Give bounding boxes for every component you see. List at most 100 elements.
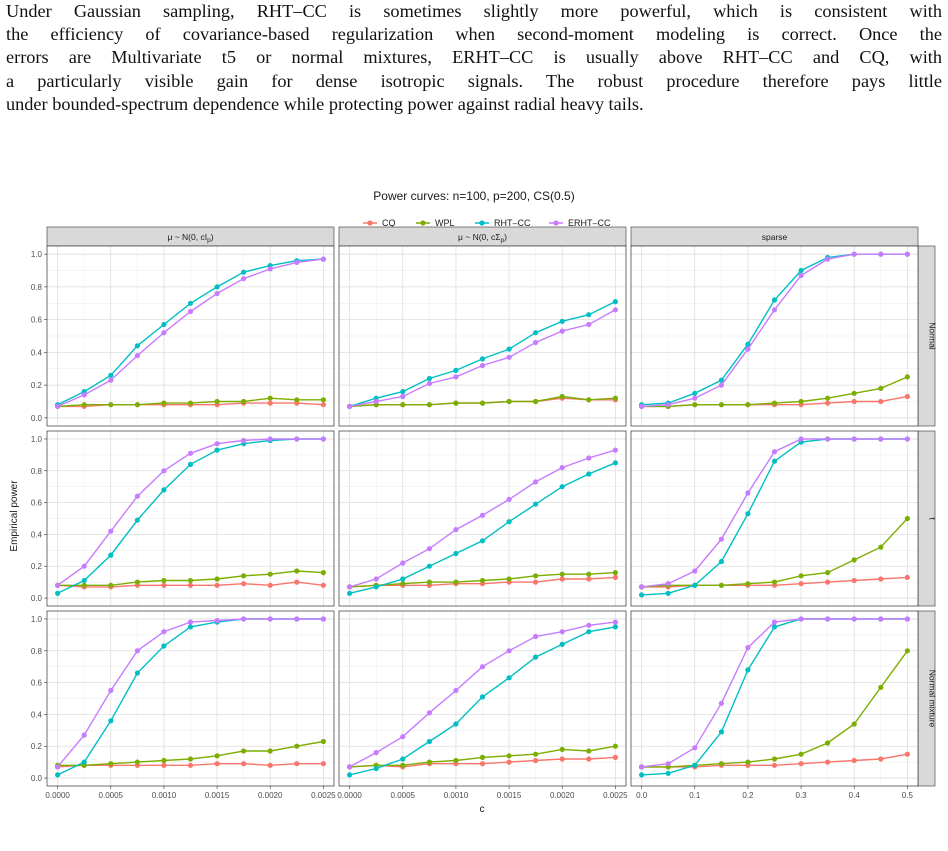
facet-panel <box>46 430 335 607</box>
data-point <box>506 354 512 360</box>
x-tick-label: 0.0005 <box>99 791 124 800</box>
data-point <box>214 441 220 447</box>
data-point <box>108 582 114 588</box>
data-point <box>347 772 353 778</box>
data-point <box>586 321 592 328</box>
data-point <box>479 694 486 700</box>
data-point <box>400 389 406 395</box>
facet-strip-label: t <box>928 517 938 520</box>
data-point <box>479 577 486 584</box>
y-tick-label: 0.6 <box>31 316 43 325</box>
chart-title: Power curves: n=100, p=200, CS(0.5) <box>373 189 574 203</box>
facet-strip-label: μ ~ N(0, cIp) <box>167 232 213 244</box>
y-tick-label: 0.2 <box>31 381 43 390</box>
x-tick-label: 0.0000 <box>337 791 362 800</box>
data-point <box>81 392 87 398</box>
y-tick-label: 0.0 <box>31 414 43 423</box>
y-tick-label: 0.6 <box>31 679 43 688</box>
data-point <box>506 519 512 525</box>
data-point <box>373 398 379 405</box>
data-point <box>586 571 592 577</box>
x-tick-label: 0.0020 <box>550 791 575 800</box>
data-point <box>904 616 911 622</box>
data-point <box>479 754 486 761</box>
data-point <box>851 251 857 257</box>
data-point <box>533 757 539 764</box>
facet-panel <box>630 610 919 787</box>
data-point <box>559 328 565 334</box>
data-point <box>692 390 698 396</box>
data-point <box>373 584 379 590</box>
data-point <box>81 563 87 569</box>
data-point <box>479 664 486 670</box>
data-point <box>878 251 884 257</box>
data-point <box>453 367 459 373</box>
data-point <box>426 579 432 585</box>
data-point <box>771 458 778 464</box>
data-point <box>294 616 300 622</box>
data-point <box>134 402 140 408</box>
data-point <box>825 256 831 262</box>
data-point <box>851 398 857 405</box>
data-point <box>479 761 486 767</box>
facet-strip-label: Normal <box>928 322 938 350</box>
data-point <box>586 471 592 477</box>
data-point <box>453 579 459 585</box>
data-point <box>214 398 220 405</box>
data-point <box>373 576 379 582</box>
data-point <box>161 757 167 764</box>
data-point <box>586 397 592 403</box>
data-point <box>771 297 778 303</box>
data-point <box>851 757 857 764</box>
data-point <box>134 759 140 765</box>
data-point <box>426 380 432 387</box>
x-tick-label: 0.0 <box>636 791 648 800</box>
data-point <box>187 619 194 625</box>
data-point <box>294 568 300 574</box>
data-point <box>639 772 645 778</box>
data-point <box>745 759 751 765</box>
panel-border <box>46 610 335 787</box>
legend-key-point <box>420 220 426 226</box>
panel-border <box>630 610 919 787</box>
data-point <box>55 403 61 409</box>
data-point <box>453 550 459 557</box>
data-point <box>771 307 778 313</box>
data-point <box>825 740 831 746</box>
panel-border <box>630 430 919 607</box>
data-point <box>400 756 406 762</box>
data-point <box>798 436 804 442</box>
data-point <box>400 576 406 582</box>
data-point <box>878 544 884 550</box>
data-point <box>479 356 486 362</box>
y-tick-label: 0.8 <box>31 647 43 656</box>
data-point <box>453 757 459 764</box>
data-point <box>771 619 778 625</box>
data-point <box>798 581 804 587</box>
data-point <box>692 582 698 588</box>
data-point <box>134 343 140 349</box>
data-point <box>161 762 167 768</box>
data-point <box>187 308 194 315</box>
data-point <box>241 616 247 622</box>
data-point <box>771 449 778 455</box>
facet-strip-label: sparse <box>762 232 788 242</box>
data-point <box>692 402 698 408</box>
body-paragraph: Under Gaussian sampling, RHT–CC is somet… <box>6 0 942 116</box>
legend-item: RHT–CC <box>475 218 531 228</box>
data-point <box>798 573 804 579</box>
data-point <box>851 436 857 442</box>
panel-border <box>338 610 627 787</box>
data-point <box>320 436 326 442</box>
data-point <box>586 622 592 628</box>
data-point <box>187 624 194 630</box>
data-point <box>426 563 432 569</box>
x-tick-label: 0.0010 <box>152 791 177 800</box>
data-point <box>294 436 300 442</box>
data-point <box>187 756 194 762</box>
legend-key-point <box>479 220 485 226</box>
data-point <box>347 764 353 770</box>
data-point <box>161 629 167 635</box>
data-point <box>347 584 353 590</box>
data-point <box>479 400 486 406</box>
